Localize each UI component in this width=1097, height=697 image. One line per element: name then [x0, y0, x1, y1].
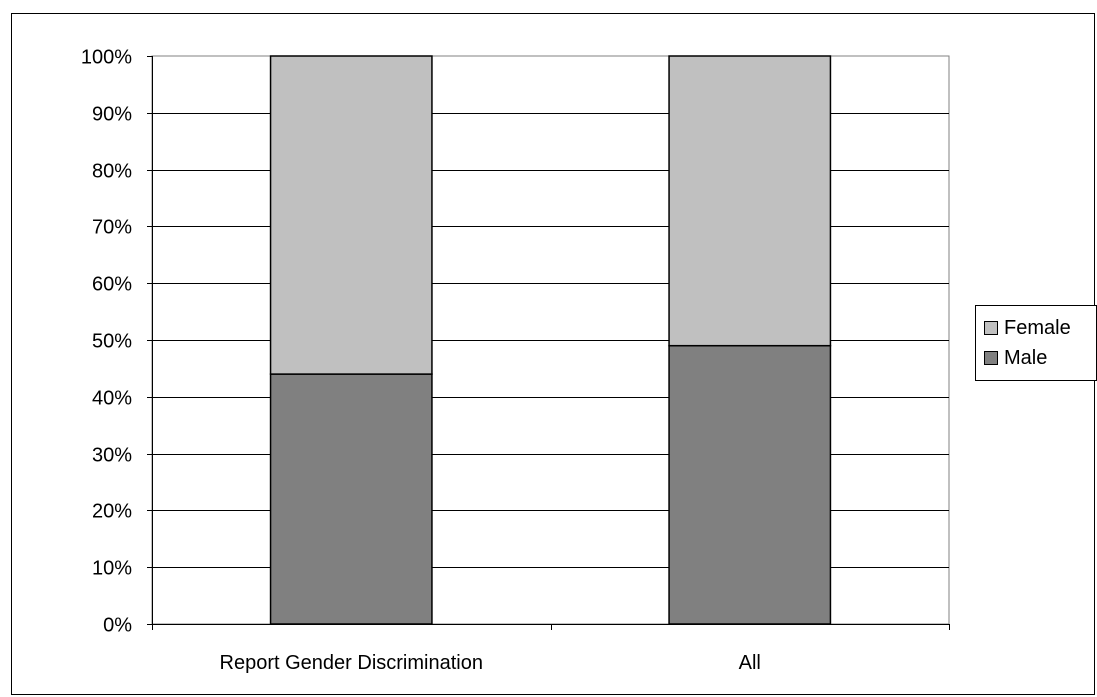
bar-female-1: [668, 55, 832, 347]
y-tick-label: 70%: [92, 217, 132, 239]
y-tick-label: 80%: [92, 161, 132, 183]
bar-female-0: [269, 55, 433, 375]
y-tick-label: 20%: [92, 501, 132, 523]
y-tick-label: 10%: [92, 558, 132, 580]
x-tick-label: All: [739, 652, 761, 674]
legend-item-female: Female: [984, 316, 1071, 340]
legend-swatch-female: [984, 321, 998, 335]
legend-swatch-male: [984, 351, 998, 365]
legend-item-male: Male: [984, 346, 1047, 370]
y-tick-label: 40%: [92, 388, 132, 410]
y-tick-label: 50%: [92, 331, 132, 353]
y-tick-label: 60%: [92, 274, 132, 296]
x-tick-label: Report Gender Discrimination: [220, 652, 483, 674]
y-tick-label: 0%: [103, 615, 132, 637]
chart-legend: Female Male: [975, 305, 1097, 381]
y-tick-label: 30%: [92, 445, 132, 467]
y-tick-label: 100%: [81, 47, 132, 69]
legend-label-male: Male: [1004, 346, 1048, 369]
bar-male-1: [668, 344, 832, 625]
y-tick-label: 90%: [92, 104, 132, 126]
bar-male-0: [269, 373, 433, 625]
legend-label-female: Female: [1004, 316, 1071, 339]
